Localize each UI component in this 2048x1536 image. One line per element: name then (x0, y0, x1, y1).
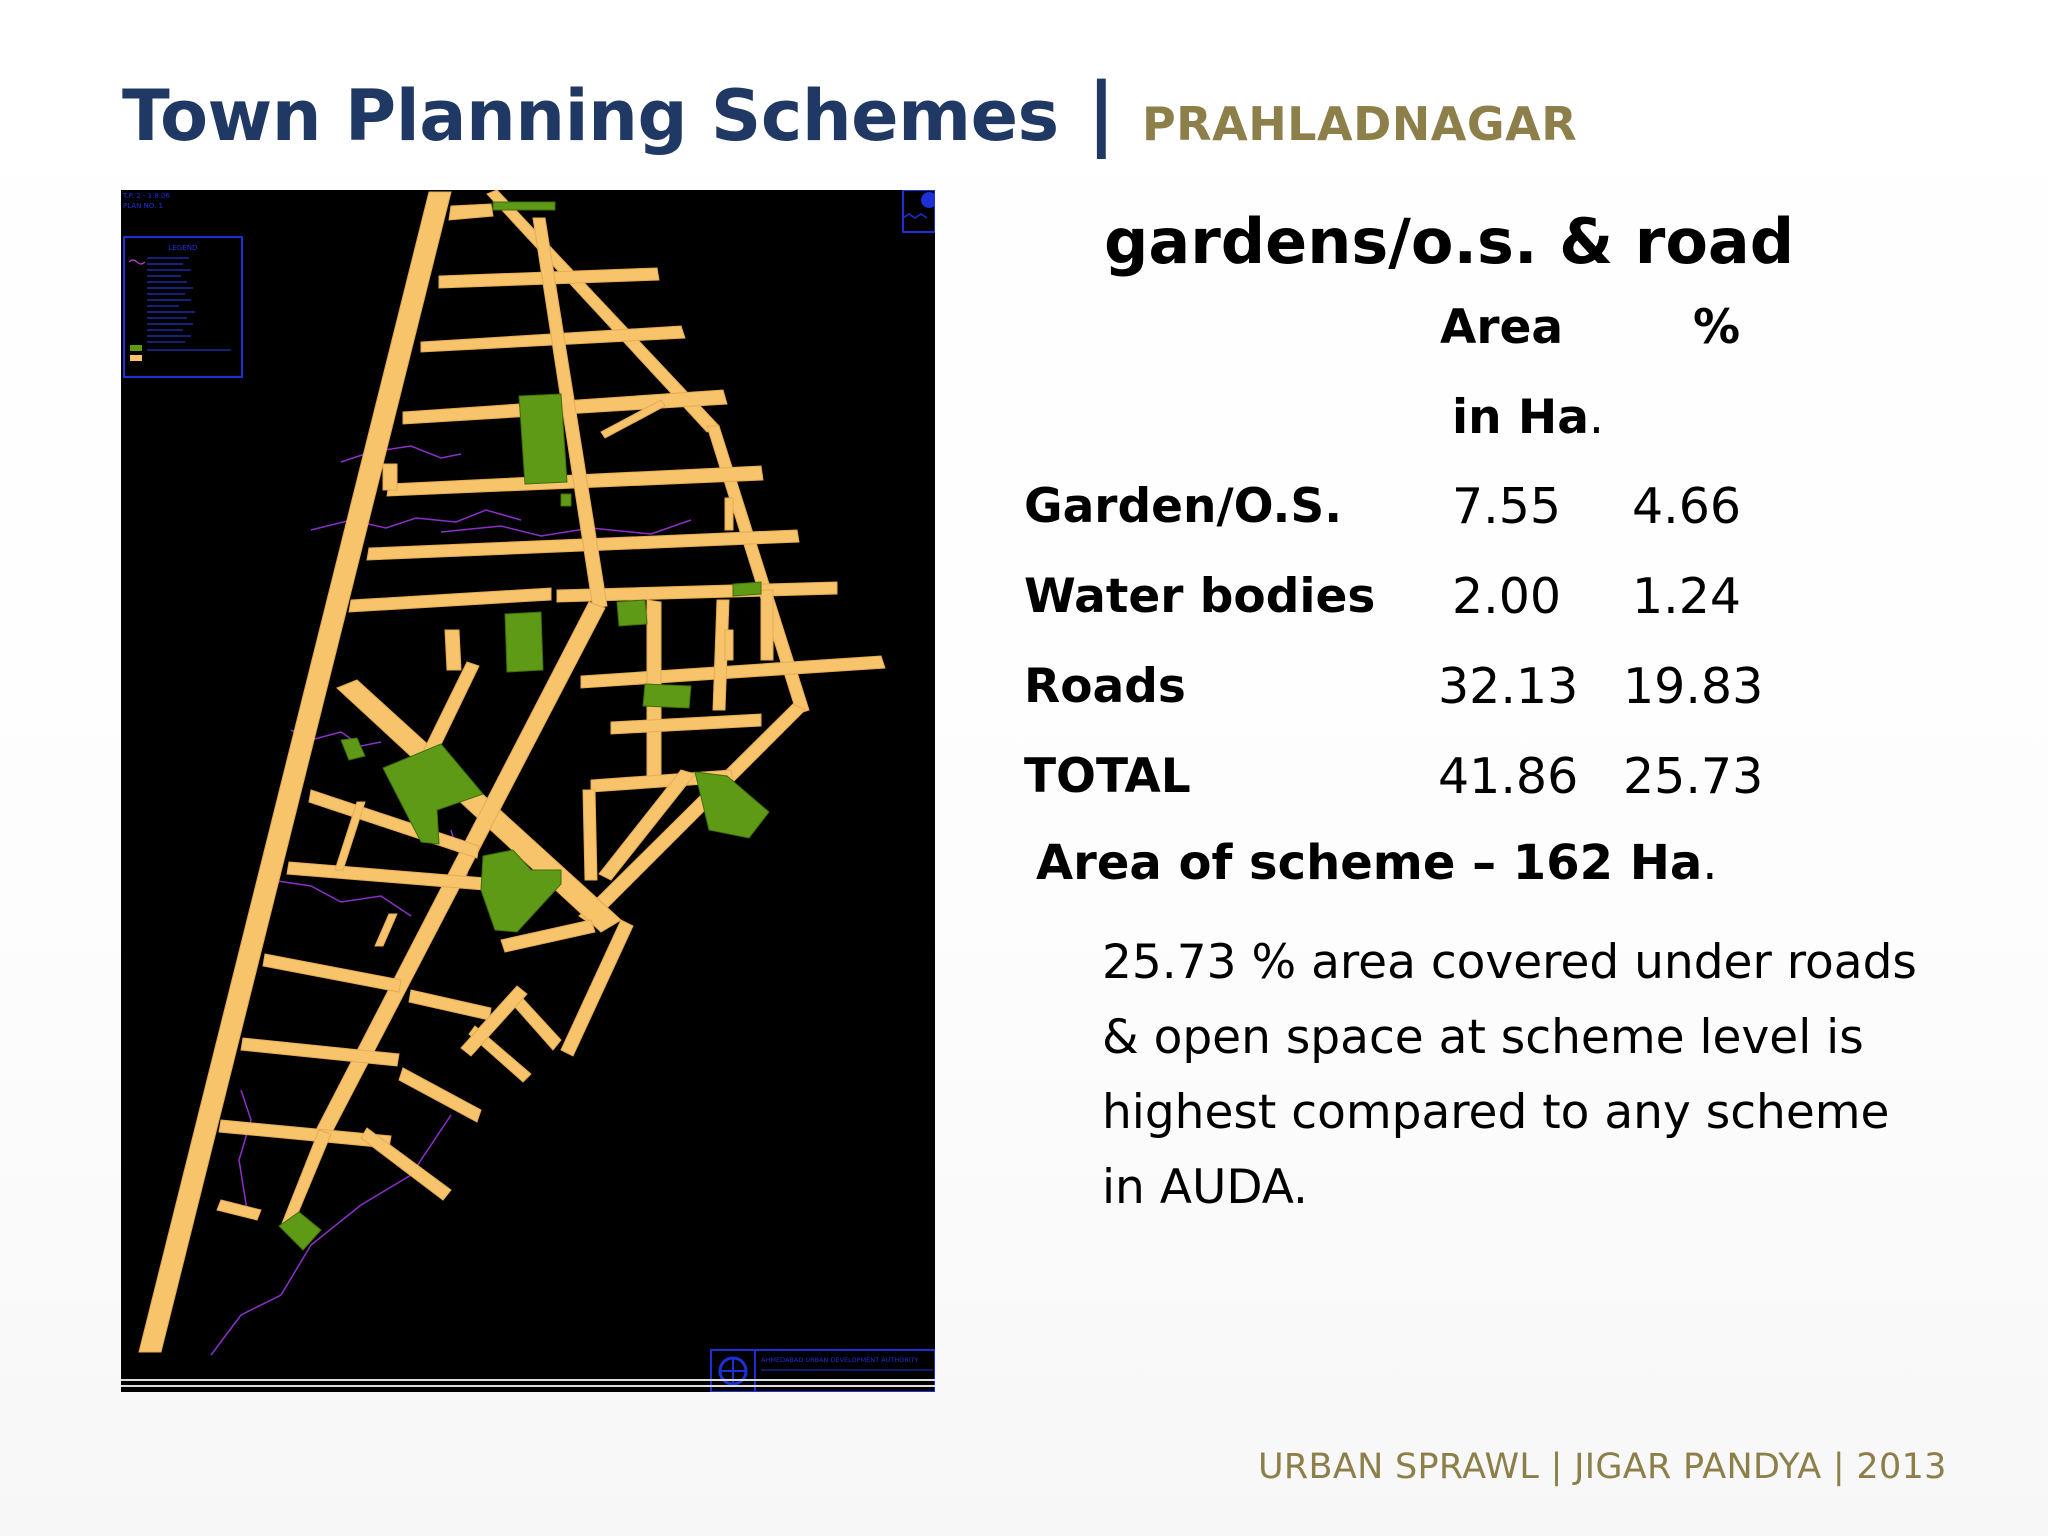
town-planning-map-image: LEGEND T.P. 2 - 1.8.06 PLAN NO. 1 (121, 190, 935, 1392)
column-area-unit: in Ha. (1452, 390, 1604, 445)
row-label-total: TOTAL (1024, 749, 1191, 804)
footer-credit: URBAN SPRAWL | JIGAR PANDYA | 2013 (1258, 1447, 1947, 1487)
title-separator: | (1086, 66, 1116, 159)
map-legend: LEGEND T.P. 2 - 1.8.06 PLAN NO. 1 (122, 192, 243, 378)
summary-note: 25.73 % area covered under roads & open … (1102, 935, 1917, 1215)
table-heading: gardens/o.s. & road (1104, 205, 1795, 278)
road-network (138, 190, 886, 1353)
column-area-header: Area (1440, 300, 1564, 355)
map-titleblock-label: AHMEDABAD URBAN DEVELOPMENT AUTHORITY (761, 1356, 919, 1364)
row-percent-water: 1.24 (1632, 568, 1742, 625)
row-percent-roads: 19.83 (1623, 658, 1764, 715)
column-percent-header: % (1693, 300, 1741, 355)
north-arrow-icon (902, 190, 935, 233)
row-area-water: 2.00 (1452, 568, 1562, 625)
column-area-unit-text: in Ha (1452, 390, 1589, 445)
scheme-area-dot: . (1702, 835, 1718, 891)
svg-text:PLAN NO. 1: PLAN NO. 1 (123, 202, 163, 210)
slide-title: Town Planning Schemes | PRAHLADNAGAR (122, 66, 1577, 162)
scheme-area-text: Area of scheme – 162 Ha (1036, 835, 1703, 891)
row-label-garden: Garden/O.S. (1024, 479, 1343, 534)
legend-title: LEGEND (169, 244, 198, 252)
row-label-water: Water bodies (1024, 569, 1376, 624)
row-percent-garden: 4.66 (1632, 478, 1742, 535)
title-text: Town Planning Schemes (122, 75, 1059, 157)
svg-text:T.P. 2 - 1.8.06: T.P. 2 - 1.8.06 (122, 192, 170, 200)
map-drawing: LEGEND T.P. 2 - 1.8.06 PLAN NO. 1 (121, 190, 935, 1392)
title-subtitle: PRAHLADNAGAR (1141, 97, 1578, 151)
garden-areas (278, 201, 770, 1251)
scheme-area-line: Area of scheme – 162 Ha. (1036, 835, 1718, 891)
row-area-garden: 7.55 (1452, 478, 1562, 535)
column-area-unit-dot: . (1588, 390, 1604, 445)
row-area-total: 41.86 (1438, 748, 1579, 805)
row-area-roads: 32.13 (1438, 658, 1579, 715)
row-label-roads: Roads (1024, 659, 1186, 714)
row-percent-total: 25.73 (1623, 748, 1764, 805)
